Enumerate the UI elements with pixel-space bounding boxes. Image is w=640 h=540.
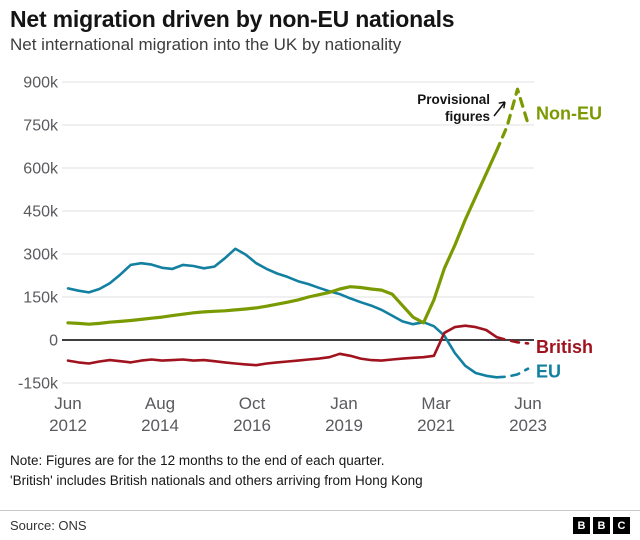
series-line-eu-provisional xyxy=(495,367,530,380)
footnote-line-2: 'British' includes British nationals and… xyxy=(10,472,423,488)
x-tick-label: Jan xyxy=(330,394,357,413)
y-tick-label: -150k xyxy=(18,376,59,393)
x-tick-label: Jun xyxy=(514,394,541,413)
y-tick-label: 900k xyxy=(23,75,59,92)
x-tick-label: 2023 xyxy=(509,416,547,435)
x-tick-label: Aug xyxy=(145,394,175,413)
y-tick-label: 0 xyxy=(49,333,58,350)
footer: Source: ONS B B C xyxy=(0,510,640,540)
x-tick-label: Jun xyxy=(54,394,81,413)
footnote-line-1: Note: Figures are for the 12 months to t… xyxy=(10,453,385,469)
series-label-non-eu: Non-EU xyxy=(536,104,602,124)
series-label-british: British xyxy=(536,338,593,358)
x-tick-label: 2016 xyxy=(233,416,271,435)
series-label-eu: EU xyxy=(536,362,561,382)
x-tick-label: 2012 xyxy=(49,416,87,435)
source-label: Source: ONS xyxy=(10,518,87,533)
x-tick-label: Oct xyxy=(239,394,266,413)
y-tick-label: 750k xyxy=(23,118,59,135)
series-line-british-provisional xyxy=(495,336,530,346)
footnote: Note: Figures are for the 12 months to t… xyxy=(10,451,628,489)
x-tick-label: 2021 xyxy=(417,416,455,435)
x-tick-label: 2019 xyxy=(325,416,363,435)
x-tick-label: 2014 xyxy=(141,416,179,435)
bbc-logo-letter: B xyxy=(573,517,590,534)
annotation-provisional-figures: figures xyxy=(445,109,490,124)
series-line-non-eu xyxy=(66,149,499,327)
annotation-provisional-figures: Provisional xyxy=(417,92,490,107)
chart-subtitle: Net international migration into the UK … xyxy=(10,35,402,55)
bbc-logo: B B C xyxy=(573,517,630,534)
y-tick-label: 450k xyxy=(23,204,59,221)
migration-chart-svg: 900k750k600k450k300k150k0-150kJun2012Aug… xyxy=(18,75,602,436)
migration-line-chart: 900k 750k 600k 450k 300k 150k 0 -150k Jun 2012 Aug… xyxy=(0,57,640,441)
y-tick-label: 300k xyxy=(23,247,59,264)
series-line-british xyxy=(66,324,498,367)
page-title: Net migration driven by non-EU nationals xyxy=(10,6,455,32)
series-line-eu xyxy=(66,247,498,380)
series-line-non-eu-provisional xyxy=(495,88,530,153)
bbc-logo-letter: C xyxy=(613,517,630,534)
bbc-logo-letter: B xyxy=(593,517,610,534)
y-tick-label: 150k xyxy=(23,290,59,307)
y-tick-label: 600k xyxy=(23,161,59,178)
annotation-arrow xyxy=(493,101,506,117)
x-tick-label: Mar xyxy=(421,394,451,413)
